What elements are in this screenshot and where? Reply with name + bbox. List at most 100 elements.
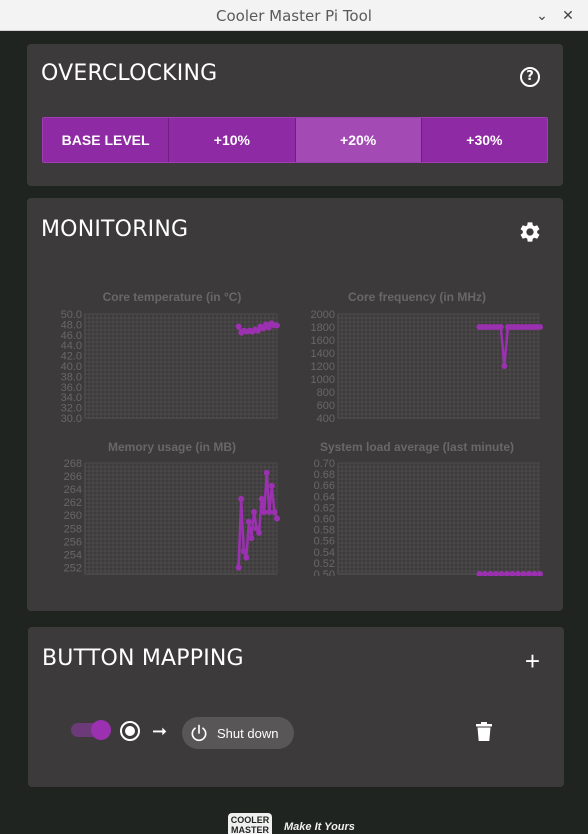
tab-plus-10[interactable]: +10% bbox=[169, 118, 296, 162]
chevron-down-icon[interactable]: ⌄ bbox=[536, 7, 548, 23]
tab-plus-20[interactable]: +20% bbox=[295, 118, 422, 162]
y-tick-label: 254 bbox=[64, 549, 82, 561]
y-tick-label: 48.0 bbox=[61, 319, 82, 331]
data-point bbox=[498, 571, 505, 576]
y-tick-label: 1800 bbox=[311, 322, 335, 334]
data-point bbox=[266, 508, 273, 515]
y-tick-label: 400 bbox=[317, 413, 335, 425]
add-mapping-icon[interactable]: + bbox=[524, 646, 540, 676]
y-tick-label: 0.50 bbox=[314, 569, 335, 576]
data-point bbox=[258, 495, 265, 502]
y-tick-label: 0.66 bbox=[314, 480, 335, 492]
y-tick-label: 0.68 bbox=[314, 469, 335, 481]
tab-base-level[interactable]: BASE LEVEL bbox=[43, 118, 170, 162]
cooler-master-logo: COOLER MASTER bbox=[228, 813, 272, 834]
data-point bbox=[503, 571, 510, 576]
y-tick-label: 0.54 bbox=[314, 547, 335, 559]
y-tick-label: 264 bbox=[64, 484, 82, 496]
y-tick-label: 0.52 bbox=[314, 558, 335, 570]
footer-tagline: Make It Yours bbox=[284, 821, 355, 833]
data-point bbox=[481, 571, 488, 576]
y-tick-label: 1600 bbox=[311, 335, 335, 347]
y-tick-label: 1000 bbox=[311, 374, 335, 386]
y-tick-label: 30.0 bbox=[61, 413, 82, 425]
data-point bbox=[235, 323, 242, 330]
data-point bbox=[235, 564, 242, 571]
y-tick-label: 2000 bbox=[311, 309, 335, 321]
y-tick-label: 40.0 bbox=[61, 361, 82, 373]
action-label: Shut down bbox=[217, 725, 279, 741]
y-tick-label: 1200 bbox=[311, 361, 335, 373]
data-point bbox=[261, 508, 268, 515]
y-tick-label: 260 bbox=[64, 510, 82, 522]
data-point bbox=[525, 571, 532, 576]
data-point bbox=[497, 324, 504, 330]
y-tick-label: 800 bbox=[317, 387, 335, 399]
monitoring-title: MONITORING bbox=[41, 217, 189, 242]
y-tick-label: 252 bbox=[64, 562, 82, 574]
overclocking-title: OVERCLOCKING bbox=[41, 61, 218, 86]
data-point bbox=[245, 518, 252, 525]
data-point bbox=[274, 515, 280, 522]
y-tick-label: 0.58 bbox=[314, 525, 335, 537]
data-point bbox=[243, 554, 250, 561]
title-bar: Cooler Master Pi Tool ⌄ ✕ bbox=[0, 0, 588, 31]
y-tick-label: 44.0 bbox=[61, 340, 82, 352]
data-point bbox=[537, 571, 543, 576]
button-mapping-title: BUTTON MAPPING bbox=[42, 646, 244, 671]
arrow-right-icon: ➞ bbox=[152, 721, 168, 741]
data-point bbox=[476, 571, 483, 576]
y-tick-label: 0.64 bbox=[314, 491, 335, 503]
y-tick-label: 0.62 bbox=[314, 502, 335, 514]
core-temperature-chart: 50.048.046.044.042.040.038.036.034.032.0… bbox=[61, 309, 280, 425]
power-icon bbox=[191, 724, 207, 742]
data-point bbox=[537, 324, 543, 330]
y-tick-label: 0.60 bbox=[314, 514, 335, 526]
data-point bbox=[487, 571, 494, 576]
chart-title-system-load: System load average (last minute) bbox=[319, 440, 515, 454]
trash-icon[interactable] bbox=[476, 722, 492, 742]
data-point bbox=[271, 508, 278, 515]
y-tick-label: 0.70 bbox=[314, 458, 335, 470]
tab-plus-30[interactable]: +30% bbox=[421, 118, 547, 162]
window-title: Cooler Master Pi Tool bbox=[216, 7, 372, 25]
y-tick-label: 32.0 bbox=[61, 403, 82, 415]
y-tick-label: 268 bbox=[64, 458, 82, 470]
y-tick-label: 256 bbox=[64, 536, 82, 548]
y-tick-label: 46.0 bbox=[61, 330, 82, 342]
y-tick-label: 42.0 bbox=[61, 351, 82, 363]
data-point bbox=[520, 571, 527, 576]
y-tick-label: 266 bbox=[64, 471, 82, 483]
system-load-chart: 0.700.680.660.640.620.600.580.560.540.52… bbox=[314, 458, 543, 576]
button-mapping-panel: BUTTON MAPPING + ➞ Shut down bbox=[28, 627, 564, 787]
data-point bbox=[492, 571, 499, 576]
y-tick-label: 50.0 bbox=[61, 309, 82, 321]
overclock-level-selector: BASE LEVEL +10% +20% +30% bbox=[42, 117, 548, 163]
overclocking-panel: OVERCLOCKING ? BASE LEVEL +10% +20% +30% bbox=[27, 44, 563, 186]
data-point bbox=[268, 482, 275, 489]
data-point bbox=[274, 322, 280, 329]
chart-title-core-frequency: Core frequency (in MHz) bbox=[347, 290, 486, 304]
mapping-enabled-toggle[interactable] bbox=[71, 720, 111, 740]
data-point bbox=[531, 571, 538, 576]
data-point bbox=[514, 571, 521, 576]
data-point bbox=[263, 469, 270, 476]
chart-title-core-temperature: Core temperature (in °C) bbox=[102, 290, 242, 304]
help-icon[interactable]: ? bbox=[520, 67, 540, 87]
y-tick-label: 36.0 bbox=[61, 382, 82, 394]
chart-title-memory-usage: Memory usage (in MB) bbox=[107, 440, 236, 454]
shutdown-action-chip[interactable]: Shut down bbox=[182, 717, 294, 749]
data-point bbox=[253, 525, 260, 532]
gear-icon[interactable] bbox=[518, 220, 542, 244]
data-point bbox=[248, 535, 255, 542]
y-tick-label: 262 bbox=[64, 497, 82, 509]
close-icon[interactable]: ✕ bbox=[562, 7, 574, 23]
y-tick-label: 600 bbox=[317, 400, 335, 412]
y-tick-label: 38.0 bbox=[61, 371, 82, 383]
y-tick-label: 258 bbox=[64, 523, 82, 535]
data-point bbox=[509, 571, 516, 576]
button-press-icon bbox=[120, 721, 140, 741]
y-tick-label: 0.56 bbox=[314, 536, 335, 548]
